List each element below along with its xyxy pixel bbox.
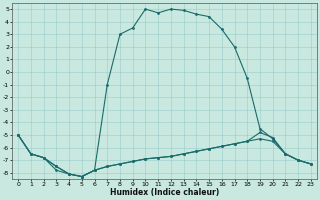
X-axis label: Humidex (Indice chaleur): Humidex (Indice chaleur) (110, 188, 219, 197)
